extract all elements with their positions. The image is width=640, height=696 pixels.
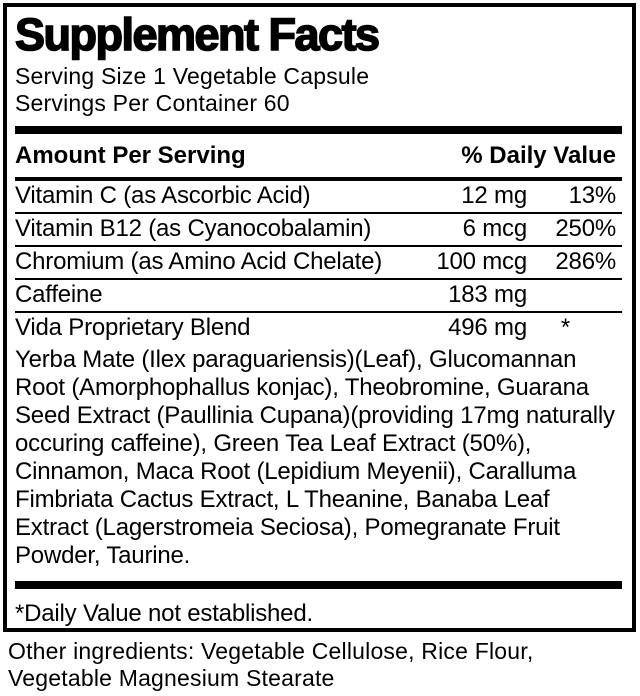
servings-per-container: Servings Per Container 60 [15, 89, 290, 116]
serving-info: Serving Size 1 Vegetable Capsule Serving… [15, 63, 622, 117]
nutrient-daily-value: 250% [555, 215, 616, 243]
nutrient-row: Vida Proprietary Blend 496 mg * [15, 313, 622, 344]
nutrient-row: Chromium (as Amino Acid Chelate) 100 mcg… [15, 247, 622, 280]
nutrient-rows: Vitamin C (as Ascorbic Acid) 12 mg 13% V… [15, 181, 622, 344]
nutrient-daily-value: 286% [555, 248, 616, 276]
nutrient-amount: 496 mg [448, 314, 527, 342]
nutrient-amount: 100 mcg [436, 248, 527, 276]
blend-description: Yerba Mate (Ilex paraguariensis)(Leaf), … [15, 345, 615, 569]
nutrient-row: Vitamin C (as Ascorbic Acid) 12 mg 13% [15, 181, 622, 214]
nutrient-row: Vitamin B12 (as Cyanocobalamin) 6 mcg 25… [15, 214, 622, 247]
nutrient-name: Chromium (as Amino Acid Chelate) [15, 248, 383, 276]
amount-per-serving-header: Amount Per Serving [15, 141, 246, 169]
nutrient-amount: 12 mg [461, 182, 527, 210]
divider-medium [15, 176, 622, 181]
nutrient-name: Caffeine [15, 281, 103, 309]
nutrient-row: Caffeine 183 mg [15, 280, 622, 313]
serving-size: Serving Size 1 Vegetable Capsule [15, 62, 370, 89]
divider-thick-top [15, 125, 622, 134]
nutrient-name: Vitamin B12 (as Cyanocobalamin) [15, 215, 372, 243]
nutrient-daily-value: * [560, 314, 571, 342]
nutrient-name: Vida Proprietary Blend [15, 314, 251, 342]
supplement-facts-panel: Supplement Facts Serving Size 1 Vegetabl… [3, 3, 636, 632]
divider-thick-bottom [15, 580, 622, 589]
daily-value-header: % Daily Value [461, 141, 616, 169]
other-ingredients: Other ingredients: Vegetable Cellulose, … [8, 638, 534, 691]
nutrient-name: Vitamin C (as Ascorbic Acid) [15, 182, 311, 210]
table-header: Amount Per Serving % Daily Value [15, 134, 622, 177]
nutrient-daily-value: 13% [568, 182, 617, 210]
nutrient-amount: 183 mg [448, 281, 527, 309]
daily-value-footnote: *Daily Value not established. [15, 599, 313, 627]
nutrient-amount: 6 mcg [462, 215, 528, 243]
panel-title: Supplement Facts [14, 9, 381, 60]
